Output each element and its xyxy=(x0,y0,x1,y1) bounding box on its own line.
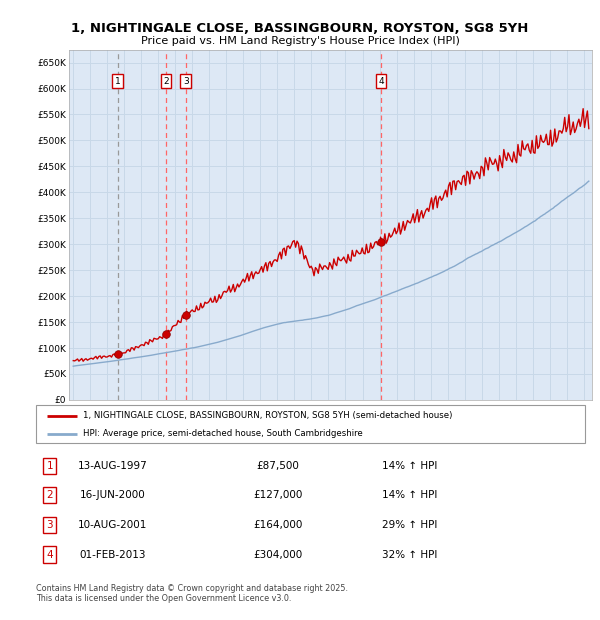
Text: 29% ↑ HPI: 29% ↑ HPI xyxy=(382,520,437,530)
Text: 2: 2 xyxy=(163,77,169,86)
Text: HPI: Average price, semi-detached house, South Cambridgeshire: HPI: Average price, semi-detached house,… xyxy=(83,429,362,438)
Text: 4: 4 xyxy=(378,77,384,86)
Text: £127,000: £127,000 xyxy=(253,490,302,500)
Text: 14% ↑ HPI: 14% ↑ HPI xyxy=(382,461,437,471)
Text: 14% ↑ HPI: 14% ↑ HPI xyxy=(382,490,437,500)
Text: 4: 4 xyxy=(46,549,53,559)
Text: 1, NIGHTINGALE CLOSE, BASSINGBOURN, ROYSTON, SG8 5YH: 1, NIGHTINGALE CLOSE, BASSINGBOURN, ROYS… xyxy=(71,22,529,35)
Text: 32% ↑ HPI: 32% ↑ HPI xyxy=(382,549,437,559)
Text: £87,500: £87,500 xyxy=(256,461,299,471)
Text: 01-FEB-2013: 01-FEB-2013 xyxy=(80,549,146,559)
Text: 13-AUG-1997: 13-AUG-1997 xyxy=(78,461,148,471)
Text: 3: 3 xyxy=(183,77,188,86)
Text: 16-JUN-2000: 16-JUN-2000 xyxy=(80,490,146,500)
Text: 1: 1 xyxy=(115,77,121,86)
Text: 10-AUG-2001: 10-AUG-2001 xyxy=(78,520,148,530)
Text: 3: 3 xyxy=(46,520,53,530)
Text: 1, NIGHTINGALE CLOSE, BASSINGBOURN, ROYSTON, SG8 5YH (semi-detached house): 1, NIGHTINGALE CLOSE, BASSINGBOURN, ROYS… xyxy=(83,411,452,420)
Text: Contains HM Land Registry data © Crown copyright and database right 2025.
This d: Contains HM Land Registry data © Crown c… xyxy=(36,584,348,603)
Text: £304,000: £304,000 xyxy=(253,549,302,559)
Text: 1: 1 xyxy=(46,461,53,471)
Text: 2: 2 xyxy=(46,490,53,500)
Text: Price paid vs. HM Land Registry's House Price Index (HPI): Price paid vs. HM Land Registry's House … xyxy=(140,36,460,46)
Text: £164,000: £164,000 xyxy=(253,520,302,530)
FancyBboxPatch shape xyxy=(36,405,585,443)
